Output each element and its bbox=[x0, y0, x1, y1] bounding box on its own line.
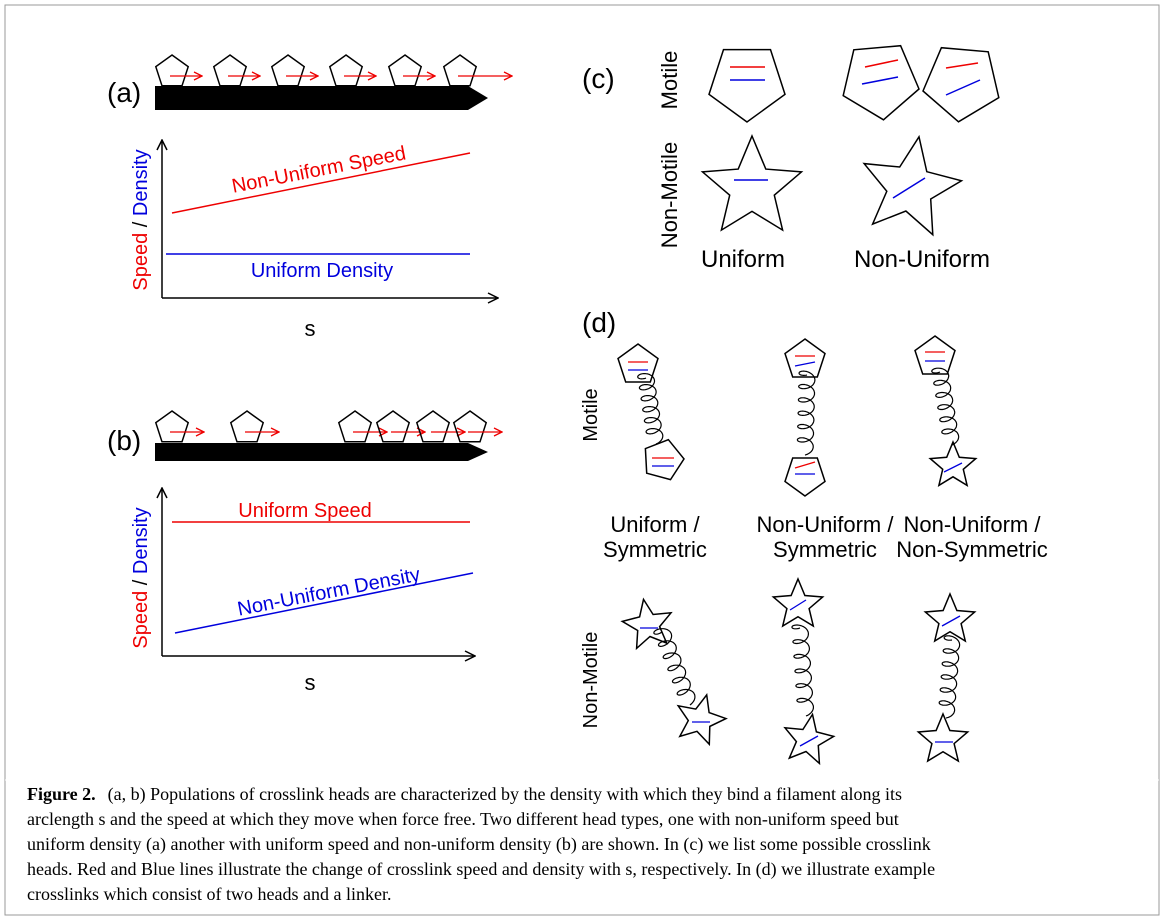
pentagon-head bbox=[154, 54, 190, 87]
caption-label: Figure 2. bbox=[27, 784, 96, 804]
linker-spring bbox=[637, 373, 664, 445]
filament bbox=[155, 86, 488, 110]
density-mark bbox=[789, 599, 807, 611]
filament bbox=[155, 443, 488, 461]
pentagon-head bbox=[842, 44, 920, 121]
star-head bbox=[923, 592, 977, 643]
star-head bbox=[783, 712, 836, 766]
caption-line: heads. Red and Blue lines illustrate the… bbox=[27, 859, 935, 880]
density-mark bbox=[945, 79, 981, 96]
linker-spring bbox=[938, 635, 961, 719]
y-label-sep: / bbox=[130, 221, 152, 227]
y-label-density: Density bbox=[130, 149, 152, 216]
speed-line bbox=[171, 152, 471, 214]
y-label-sep: / bbox=[130, 579, 152, 585]
star-head bbox=[862, 134, 964, 237]
column-label: Uniform / bbox=[610, 512, 700, 537]
speed-line-label: Uniform Speed bbox=[238, 500, 371, 522]
y-label-speed: Speed bbox=[130, 591, 152, 649]
linker-spring bbox=[931, 367, 960, 446]
y-label-density: Density bbox=[130, 507, 152, 574]
row-label: Non-Motile bbox=[580, 632, 602, 729]
pentagon-head bbox=[617, 343, 659, 383]
star-head bbox=[620, 597, 673, 651]
pentagon-head bbox=[415, 410, 451, 443]
star-head bbox=[916, 712, 970, 763]
star-head bbox=[928, 440, 978, 487]
column-label: Uniform bbox=[701, 246, 785, 273]
density-mark bbox=[794, 361, 816, 367]
density-line-label: Uniform Density bbox=[251, 260, 393, 282]
pentagon-head bbox=[644, 438, 685, 481]
pentagon-head bbox=[922, 46, 1000, 123]
density-mark bbox=[861, 76, 899, 85]
density-line bbox=[174, 572, 474, 634]
pentagon-head bbox=[784, 457, 826, 497]
column-label: Non-Uniform bbox=[854, 246, 990, 273]
caption-line: uniform density (a) another with uniform… bbox=[27, 834, 931, 855]
pentagon-head bbox=[229, 410, 265, 443]
schematics bbox=[154, 44, 1000, 766]
panel-label: (d) bbox=[582, 307, 616, 338]
pentagon-head bbox=[154, 410, 190, 443]
pentagon-head bbox=[337, 410, 373, 443]
pentagon-head bbox=[375, 410, 411, 443]
column-label: Non-Symmetric bbox=[896, 537, 1048, 562]
linker-spring bbox=[791, 624, 815, 717]
speed-mark bbox=[945, 62, 979, 69]
x-axis-label: s bbox=[305, 670, 316, 695]
y-axis-label: Speed / Density bbox=[130, 149, 152, 290]
density-mark bbox=[941, 615, 961, 627]
panel-label: (c) bbox=[582, 63, 615, 94]
speed-mark bbox=[864, 59, 899, 68]
pentagon-head bbox=[212, 54, 248, 87]
speed-line-label: Non-Uniform Speed bbox=[230, 142, 408, 197]
caption-line: Figure 2. (a, b) Populations of crosslink… bbox=[27, 784, 902, 805]
row-label: Motile bbox=[657, 51, 682, 110]
speed-mark bbox=[794, 461, 816, 469]
row-label: Motile bbox=[580, 388, 602, 441]
linker-spring bbox=[796, 370, 816, 456]
column-label: Non-Uniform / bbox=[904, 512, 1042, 537]
column-label: Symmetric bbox=[773, 537, 877, 562]
column-label: Symmetric bbox=[603, 537, 707, 562]
star-head bbox=[771, 577, 825, 628]
pentagon-head bbox=[270, 54, 306, 87]
pentagon-head bbox=[328, 54, 364, 87]
y-label-speed: Speed bbox=[130, 233, 152, 291]
figure-border bbox=[4, 4, 1160, 916]
pentagon-head bbox=[387, 54, 423, 87]
caption-line: arclength s and the speed at which they … bbox=[27, 809, 899, 829]
pentagon-head bbox=[914, 335, 956, 375]
star-head bbox=[676, 693, 728, 747]
pentagon-head bbox=[452, 410, 488, 443]
pentagon-head bbox=[784, 338, 826, 378]
column-label: Non-Uniform / bbox=[757, 512, 895, 537]
x-axis-label: s bbox=[305, 316, 316, 341]
pentagon-head bbox=[442, 54, 478, 87]
star-head bbox=[700, 134, 804, 232]
caption-text: (a, b) Populations of crosslink heads ar… bbox=[108, 784, 902, 805]
density-mark bbox=[892, 177, 926, 199]
caption-line: crosslinks which consist of two heads an… bbox=[27, 884, 391, 904]
pentagon-head bbox=[708, 48, 786, 123]
density-line-label: Non-Uniform Density bbox=[236, 564, 422, 621]
linker-spring bbox=[653, 628, 696, 706]
y-axis-label: Speed / Density bbox=[130, 507, 152, 648]
row-label: Non-Motile bbox=[657, 142, 682, 248]
panel-label: (a) bbox=[107, 77, 141, 108]
density-mark bbox=[943, 462, 963, 473]
panel-label: (b) bbox=[107, 425, 141, 456]
density-mark bbox=[799, 735, 819, 747]
